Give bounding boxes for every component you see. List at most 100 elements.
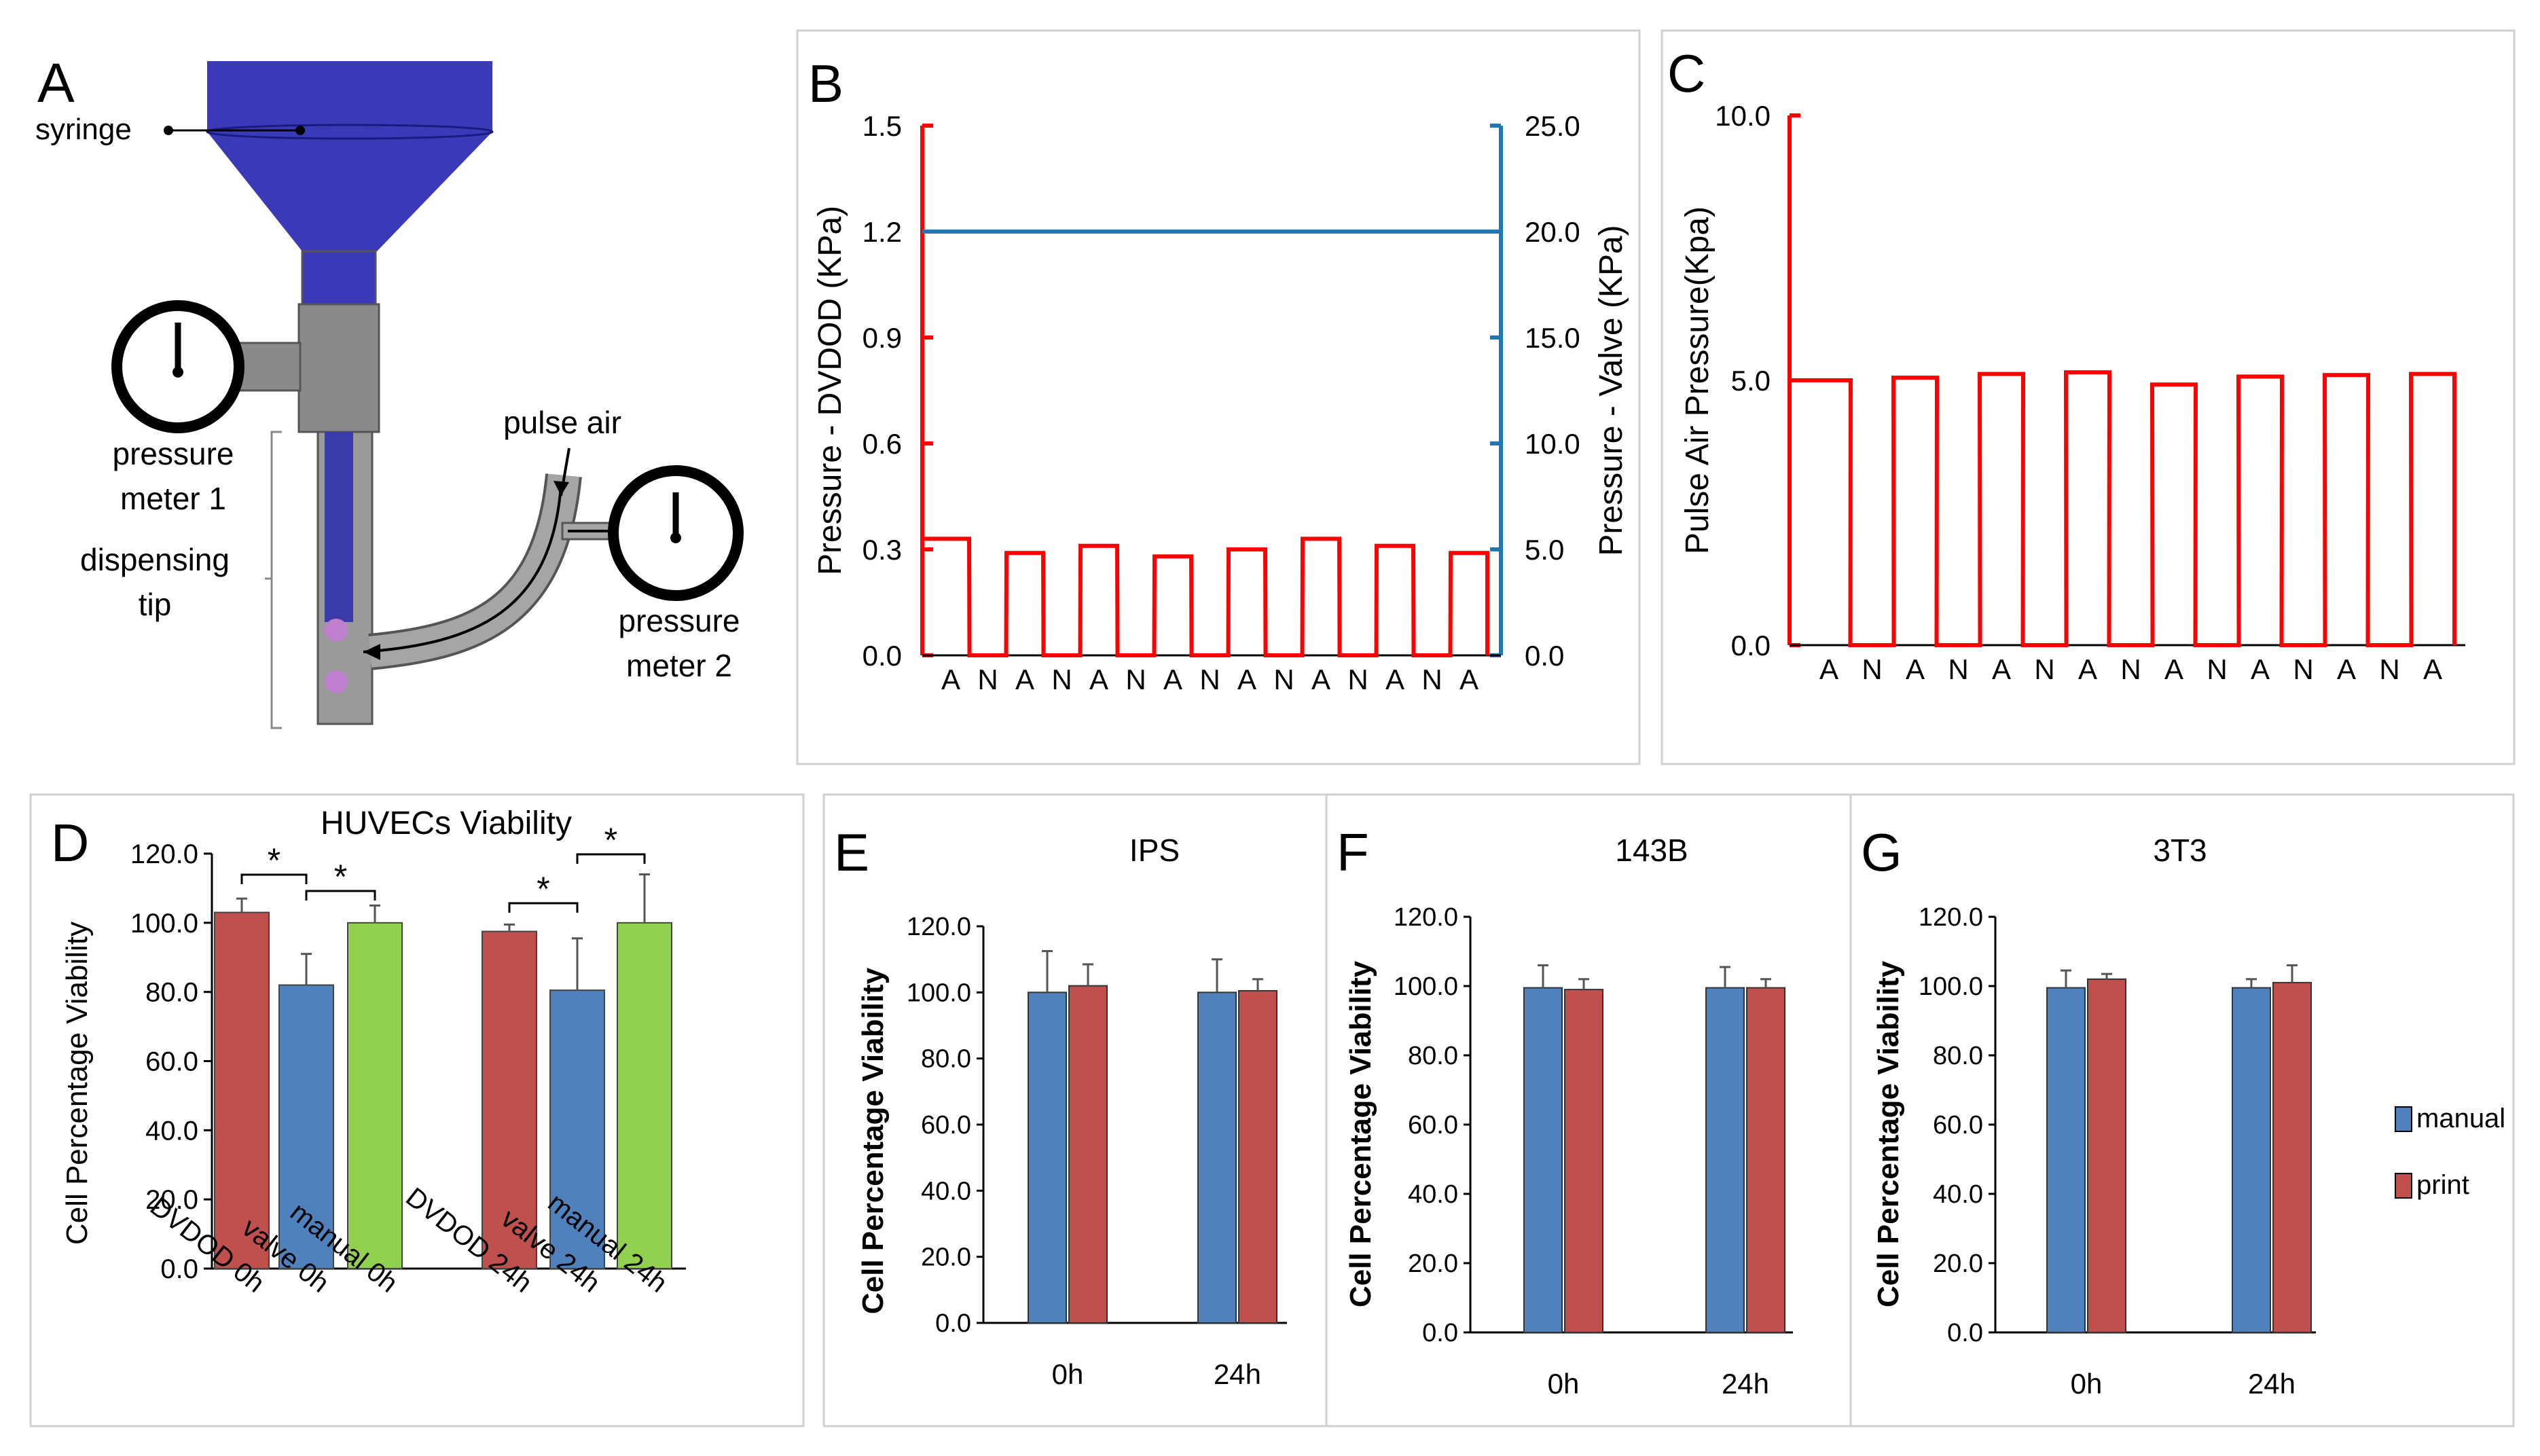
x-tick-label: N [2207,653,2227,685]
x-tick-label: N [1862,653,1882,685]
y-tick-label: 40.0 [921,1177,971,1205]
panel-e-letter: E [834,822,869,882]
y-tick-label: 100.0 [1919,972,1983,1001]
chart-title: 3T3 [2153,833,2207,868]
x-tick-label: A [1237,663,1256,695]
y-tick-label-right: 25.0 [1525,110,1580,142]
syringe-leader-dot-1 [164,126,173,135]
y-tick-label: 120.0 [907,913,971,941]
significance-star: * [268,841,280,879]
significance-star: * [334,858,347,896]
x-tick-label: A [1385,663,1404,695]
significance-bracket [576,853,646,864]
y-tick-label: 0.0 [160,1254,198,1284]
x-tick-label: N [1125,663,1146,695]
x-tick-label: N [2034,653,2054,685]
bar-manual [1197,991,1237,1324]
x-tick-label: N [1199,663,1220,695]
legend-swatch-manual [2395,1106,2412,1132]
x-tick-label: N [1273,663,1294,695]
y-tick-label: 0.0 [1947,1319,1983,1347]
y-tick-label-left: 0.0 [863,640,902,672]
legend-label-manual: manual [2416,1104,2505,1133]
significance-bracket [508,902,579,913]
x-tick-label: A [2164,653,2183,685]
bar [617,922,672,1270]
chart-e: 0.0 20.0 40.0 60.0 80.0 100.0 120.0 IPS Cell Per… [856,833,1287,1390]
bar-manual [1705,987,1745,1334]
y-axis-label: Cell Percentage Viability [1344,960,1377,1307]
x-tick-label: N [1948,653,1968,685]
syringe-label: syringe [35,113,132,146]
significance-bracket [240,873,308,884]
bar [549,989,605,1270]
series-pulse-air-line [1790,370,2456,647]
syringe-cone [207,132,492,251]
meter2-label-line1: pressure [619,603,740,638]
chart-title: IPS [1129,833,1180,868]
frame-efg [822,793,2515,1427]
legend-label-print: print [2416,1170,2469,1200]
y-tick-label-left: 1.5 [863,110,902,142]
bar-print [1238,989,1277,1324]
meter2-label-line2: meter 2 [626,648,732,683]
x-tick-label: 24h [2248,1368,2296,1400]
x-tick-label: N [1347,663,1368,695]
panel-c-letter: C [1667,43,1705,103]
x-tick-label: A [1163,663,1182,695]
y-axis-label: Pulse Air Pressure(Kpa) [1680,206,1716,554]
x-tick-label: A [1015,663,1034,695]
y-tick-label: 80.0 [921,1045,971,1074]
y-tick-label: 40.0 [145,1116,198,1146]
bar [278,984,334,1269]
y-tick-label: 20.0 [1933,1250,1983,1278]
y-tick-label: 80.0 [1408,1042,1458,1070]
y-tick-label: 20.0 [1408,1250,1458,1278]
chart-title: 143B [1615,833,1688,868]
chart-f: 0.0 20.0 40.0 60.0 80.0 100.0 120.0 143B Cell Pe… [1344,833,1793,1400]
y-tick-label-left: 1.2 [863,216,902,248]
y-tick-label: 60.0 [1408,1111,1458,1140]
y-axis-label: Cell Percentage Viability [60,922,94,1245]
bar-print [1068,985,1108,1324]
x-tick-label: A [2423,653,2442,685]
y-tick-label: 100.0 [130,909,198,939]
pulse-air-label: pulse air [503,405,621,440]
x-tick-label: 24h [1722,1368,1769,1400]
frame-b [796,29,1641,765]
x-tick-label: A [1906,653,1925,685]
y-tick-label: 100.0 [907,979,971,1007]
chart-d: 0.0 20.0 40.0 60.0 80.0 100.0 120.0 HUVECs Viab… [60,805,686,1298]
syringe-leader-dot-2 [295,126,305,135]
tip-bracket [265,431,282,729]
bar-manual [1523,987,1563,1334]
y-tick-label: 40.0 [1933,1180,1983,1209]
y-tick-label: 0.0 [1422,1319,1458,1347]
x-tick-label: N [1421,663,1442,695]
x-tick-label: A [1459,663,1478,695]
y-tick-label: 40.0 [1408,1180,1458,1209]
panel-a-letter: A [37,52,75,114]
y-tick-label: 10.0 [1715,100,1771,132]
bar-manual [2046,987,2086,1334]
y-axis-label: Cell Percentage Viability [856,967,890,1314]
bar-print [1564,989,1603,1333]
bar-print [2272,981,2312,1333]
y-tick-label: 0.0 [1731,630,1771,661]
x-tick-label: A [1819,653,1838,685]
y-tick-label: 120.0 [130,839,198,869]
y-tick-label-right: 5.0 [1525,534,1564,566]
x-tick-label: A [941,663,960,695]
y-tick-label: 80.0 [1933,1042,1983,1070]
y-tick-label: 5.0 [1731,365,1771,397]
significance-bracket [305,890,376,900]
connector-block [297,303,380,433]
y-axis-label-right: Pressure - Valve (KPa) [1593,225,1629,556]
y-tick-label: 120.0 [1394,903,1458,932]
x-tick-label: 0h [1548,1368,1580,1400]
x-tick-label: A [1311,663,1330,695]
legend: manual print [2395,1104,2505,1200]
x-tick-label: N [1051,663,1072,695]
